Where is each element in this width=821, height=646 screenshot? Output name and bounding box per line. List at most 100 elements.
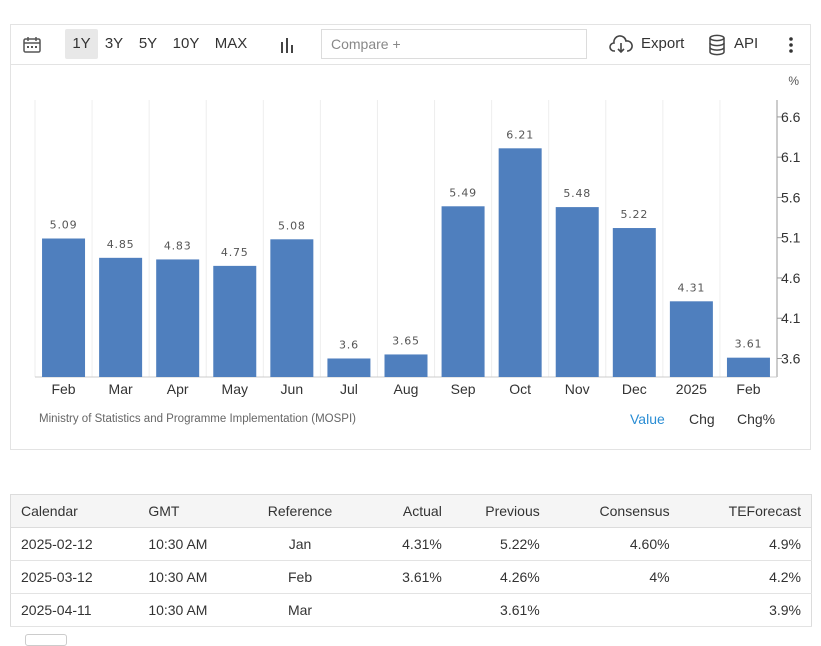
- bar[interactable]: [270, 239, 314, 377]
- cell-previous: 4.26%: [451, 560, 550, 594]
- cell-consensus: 4.60%: [549, 527, 680, 561]
- y-tick-label: 5.1: [781, 230, 801, 246]
- cell-previous: 5.22%: [451, 527, 550, 561]
- data-label: 5.49: [449, 186, 477, 199]
- x-tick-label: Jun: [281, 381, 304, 397]
- x-tick-label: May: [222, 381, 248, 397]
- api-button[interactable]: API: [734, 35, 759, 52]
- cell-calendar: 2025-04-11: [10, 593, 139, 627]
- y-tick-label: 4.6: [781, 270, 801, 286]
- calendar-icon[interactable]: [22, 35, 42, 55]
- range-5y-button[interactable]: 5Y: [138, 35, 158, 52]
- bar[interactable]: [555, 207, 599, 377]
- x-tick-label: Jul: [340, 381, 358, 397]
- calendar-header-row: Calendar GMT Reference Actual Previous C…: [10, 494, 812, 528]
- cloud-download-icon[interactable]: [609, 35, 633, 55]
- cell-consensus: 4%: [549, 560, 680, 594]
- header-reference: Reference: [240, 494, 360, 528]
- table-row: 2025-02-12 10:30 AM Jan 4.31% 5.22% 4.60…: [10, 527, 812, 561]
- cell-actual: [359, 593, 452, 627]
- bar[interactable]: [441, 206, 485, 377]
- cell-calendar: 2025-03-12: [10, 560, 139, 594]
- export-button[interactable]: Export: [641, 35, 685, 52]
- tab-chg-percent[interactable]: Chg%: [737, 411, 776, 427]
- x-tick-label: Oct: [509, 381, 531, 397]
- data-label: 3.6: [339, 338, 359, 351]
- header-previous: Previous: [451, 494, 550, 528]
- header-consensus: Consensus: [549, 494, 680, 528]
- cell-reference: Feb: [240, 560, 360, 594]
- bar[interactable]: [327, 358, 371, 377]
- data-label: 3.65: [392, 334, 420, 347]
- y-tick-label: 6.1: [781, 149, 801, 165]
- cell-teforecast: 3.9%: [679, 593, 812, 627]
- y-tick-label: 5.6: [781, 189, 801, 205]
- x-tick-label: Apr: [167, 381, 189, 397]
- data-label: 4.31: [678, 281, 706, 294]
- range-10y-button[interactable]: 10Y: [172, 35, 200, 52]
- cell-teforecast: 4.9%: [679, 527, 812, 561]
- x-tick-label: Nov: [565, 381, 590, 397]
- data-label: 5.48: [563, 187, 591, 200]
- y-tick-label: 4.1: [781, 310, 801, 326]
- cell-actual: 4.31%: [359, 527, 452, 561]
- data-label: 4.75: [221, 246, 249, 259]
- data-label: 5.09: [50, 219, 78, 232]
- bar[interactable]: [384, 354, 428, 377]
- tab-chg[interactable]: Chg: [689, 411, 715, 427]
- range-1y-button[interactable]: 1Y: [65, 29, 98, 59]
- data-label: 3.61: [735, 338, 763, 351]
- x-tick-label: Feb: [51, 381, 75, 397]
- x-tick-label: Mar: [109, 381, 133, 397]
- header-actual: Actual: [359, 494, 452, 528]
- cell-actual: 3.61%: [359, 560, 452, 594]
- bar[interactable]: [669, 301, 713, 377]
- cell-teforecast: 4.2%: [679, 560, 812, 594]
- bar-chart-icon[interactable]: [279, 36, 297, 54]
- header-calendar: Calendar: [10, 494, 139, 528]
- bar[interactable]: [42, 238, 86, 378]
- cell-reference: Mar: [240, 593, 360, 627]
- compare-input[interactable]: [321, 29, 587, 59]
- range-3y-button[interactable]: 3Y: [104, 35, 124, 52]
- pagination-control[interactable]: [25, 634, 67, 646]
- more-vertical-icon[interactable]: [787, 36, 795, 54]
- chart-toolbar: 1Y 3Y 5Y 10Y MAX Export API: [11, 25, 810, 65]
- x-tick-label: 2025: [676, 381, 707, 397]
- chart-area: % 3.6 4.1 4.6 5.1 5.6 6.1 6.6 5.09 Feb 4.85 Mar 4.83…: [11, 65, 810, 449]
- range-max-button[interactable]: MAX: [214, 35, 248, 52]
- bar[interactable]: [99, 257, 143, 377]
- table-row: 2025-04-11 10:30 AM Mar 3.61% 3.9%: [10, 593, 812, 627]
- header-teforecast: TEForecast: [679, 494, 812, 528]
- data-label: 5.22: [620, 208, 648, 221]
- data-label: 5.08: [278, 219, 306, 232]
- cell-reference: Jan: [240, 527, 360, 561]
- bar[interactable]: [726, 357, 770, 377]
- chart-panel: 1Y 3Y 5Y 10Y MAX Export API % 3.6 4.1 4.6 5.…: [10, 24, 811, 450]
- data-label: 4.85: [107, 238, 135, 251]
- table-row: 2025-03-12 10:30 AM Feb 3.61% 4.26% 4% 4…: [10, 560, 812, 594]
- data-label: 6.21: [506, 128, 534, 141]
- header-gmt: GMT: [138, 494, 241, 528]
- y-tick-label: 3.6: [781, 350, 801, 366]
- cell-gmt: 10:30 AM: [138, 560, 241, 594]
- bar[interactable]: [213, 265, 257, 377]
- bar[interactable]: [156, 259, 200, 377]
- database-icon[interactable]: [708, 34, 726, 56]
- y-axis-unit: %: [788, 74, 799, 88]
- y-tick-label: 6.6: [781, 109, 801, 125]
- cell-previous: 3.61%: [451, 593, 550, 627]
- bar[interactable]: [498, 148, 542, 377]
- x-tick-label: Aug: [394, 381, 419, 397]
- tab-value[interactable]: Value: [630, 411, 665, 427]
- cell-gmt: 10:30 AM: [138, 527, 241, 561]
- cell-gmt: 10:30 AM: [138, 593, 241, 627]
- x-tick-label: Feb: [736, 381, 760, 397]
- chart-source[interactable]: Ministry of Statistics and Programme Imp…: [39, 413, 356, 425]
- cell-calendar: 2025-02-12: [10, 527, 139, 561]
- bar-chart: % 3.6 4.1 4.6 5.1 5.6 6.1 6.6 5.09 Feb 4.85 Mar 4.83…: [34, 74, 801, 397]
- cell-consensus: [549, 593, 680, 627]
- calendar-table: Calendar GMT Reference Actual Previous C…: [10, 494, 812, 627]
- bar[interactable]: [612, 228, 656, 377]
- data-label: 4.83: [164, 239, 192, 252]
